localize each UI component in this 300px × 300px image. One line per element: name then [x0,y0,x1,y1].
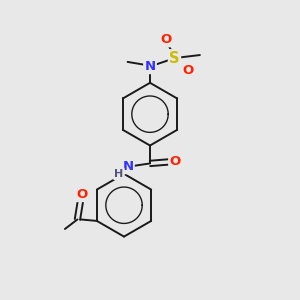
Text: O: O [160,33,171,46]
Text: S: S [169,50,180,65]
Text: H: H [114,169,124,179]
Text: N: N [122,160,134,173]
Text: O: O [169,155,181,168]
Text: N: N [144,60,156,73]
Text: O: O [76,188,87,201]
Text: O: O [182,64,194,77]
